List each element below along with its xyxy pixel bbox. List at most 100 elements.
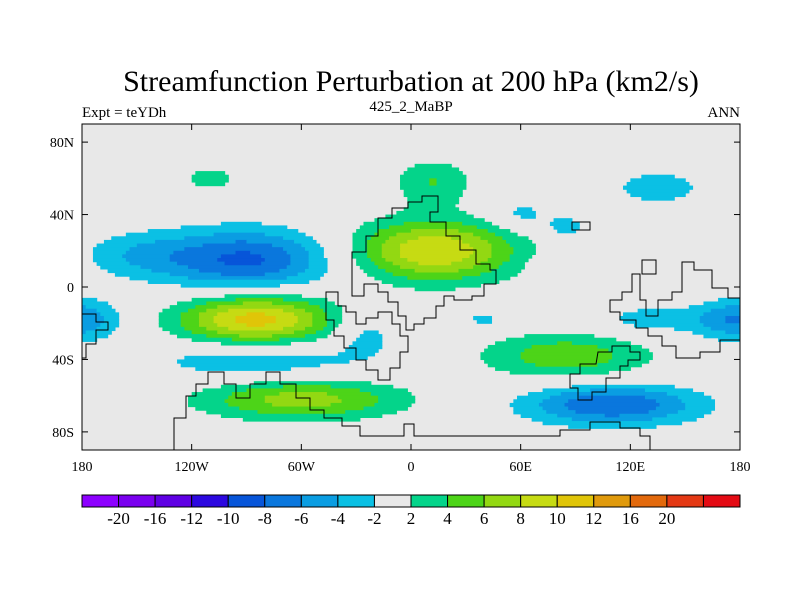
field-cell [253,381,372,386]
field-cell [188,395,229,400]
field-cell [557,341,573,346]
field-cell [140,265,189,270]
y-tick-label: 40N [50,209,74,224]
field-cell [571,341,631,346]
field-cell [96,326,116,332]
colorbar-label: 20 [658,509,675,528]
field-cell [359,388,408,393]
field-cell [484,348,525,353]
field-cell [553,225,580,230]
field-cell [506,239,533,245]
colorbar-swatch [154,494,193,508]
field-cell [367,250,383,255]
field-cell [103,315,120,321]
field-cell [462,258,489,263]
field-cell [403,207,460,212]
field-cell [319,305,343,310]
field-cell [169,258,218,263]
field-cell [92,258,127,263]
field-cell [608,348,650,353]
field-cell [188,308,207,313]
field-cell [341,399,379,404]
field-cell [312,319,328,324]
field-cell [206,301,244,306]
x-tick-label: 60E [509,460,532,475]
field-cell [703,312,740,317]
field-cell [367,247,383,252]
field-cell [129,276,189,281]
field-cell [374,232,397,237]
field-cell [169,254,222,259]
colorbar-swatch [373,494,412,508]
field-cell [195,171,226,176]
field-cell [411,229,460,234]
field-cell [125,232,215,237]
field-cell [473,247,493,252]
field-cell [484,359,525,364]
field-cell [217,323,248,328]
field-cell [378,395,416,400]
field-cell [557,229,577,234]
western-edge-coastline [82,313,109,359]
field-cell [370,392,412,397]
field-cell [367,272,394,277]
colorbar-label: -10 [217,509,240,528]
field-cell [198,268,280,274]
field-cell [177,334,207,339]
field-cell [381,254,401,259]
field-cell [579,395,646,400]
field-cell [279,268,306,274]
field-cell [400,243,471,248]
field-cell [480,352,522,357]
field-cell [228,308,284,313]
field-cell [630,192,686,198]
field-cell [378,265,401,270]
field-cell [403,221,463,227]
field-cell [385,268,416,274]
field-cell [520,355,613,361]
field-cell [129,247,185,252]
field-cell [385,239,408,245]
field-cell [641,196,675,201]
colorbar-swatch [702,494,741,508]
field-cell [283,247,306,252]
field-cell [666,413,705,418]
field-cell [674,326,712,332]
field-cell [213,315,237,321]
field-cell [677,395,712,400]
field-cell [473,232,496,237]
field-cell [82,315,105,321]
field-cell [114,272,171,277]
field-cell [206,410,259,415]
field-cell [381,243,401,248]
field-cell [180,283,280,288]
field-cell [367,239,387,245]
field-cell [228,402,273,408]
field-cell [480,272,518,277]
field-cell [418,261,452,266]
field-cell [491,268,522,274]
field-cell [198,323,218,328]
field-cell [180,319,200,324]
field-cell [469,243,493,248]
colorbar-label: 2 [407,509,416,528]
field-cell [162,326,185,332]
field-cell [568,399,657,404]
field-cell [710,308,740,313]
field-cell [699,315,726,321]
field-cell [480,355,522,361]
field-cell [246,239,295,245]
field-cell [531,417,573,422]
colorbar-label: 12 [585,509,602,528]
field-cell [400,174,467,179]
field-cell [637,308,712,313]
field-cell [473,315,493,321]
field-cell [82,323,101,328]
island-coastline [641,259,657,275]
field-cell [217,312,248,317]
field-cell [513,247,536,252]
field-cell [557,413,606,418]
field-cell [220,341,291,346]
field-cell [352,254,368,259]
field-cell [480,261,503,266]
